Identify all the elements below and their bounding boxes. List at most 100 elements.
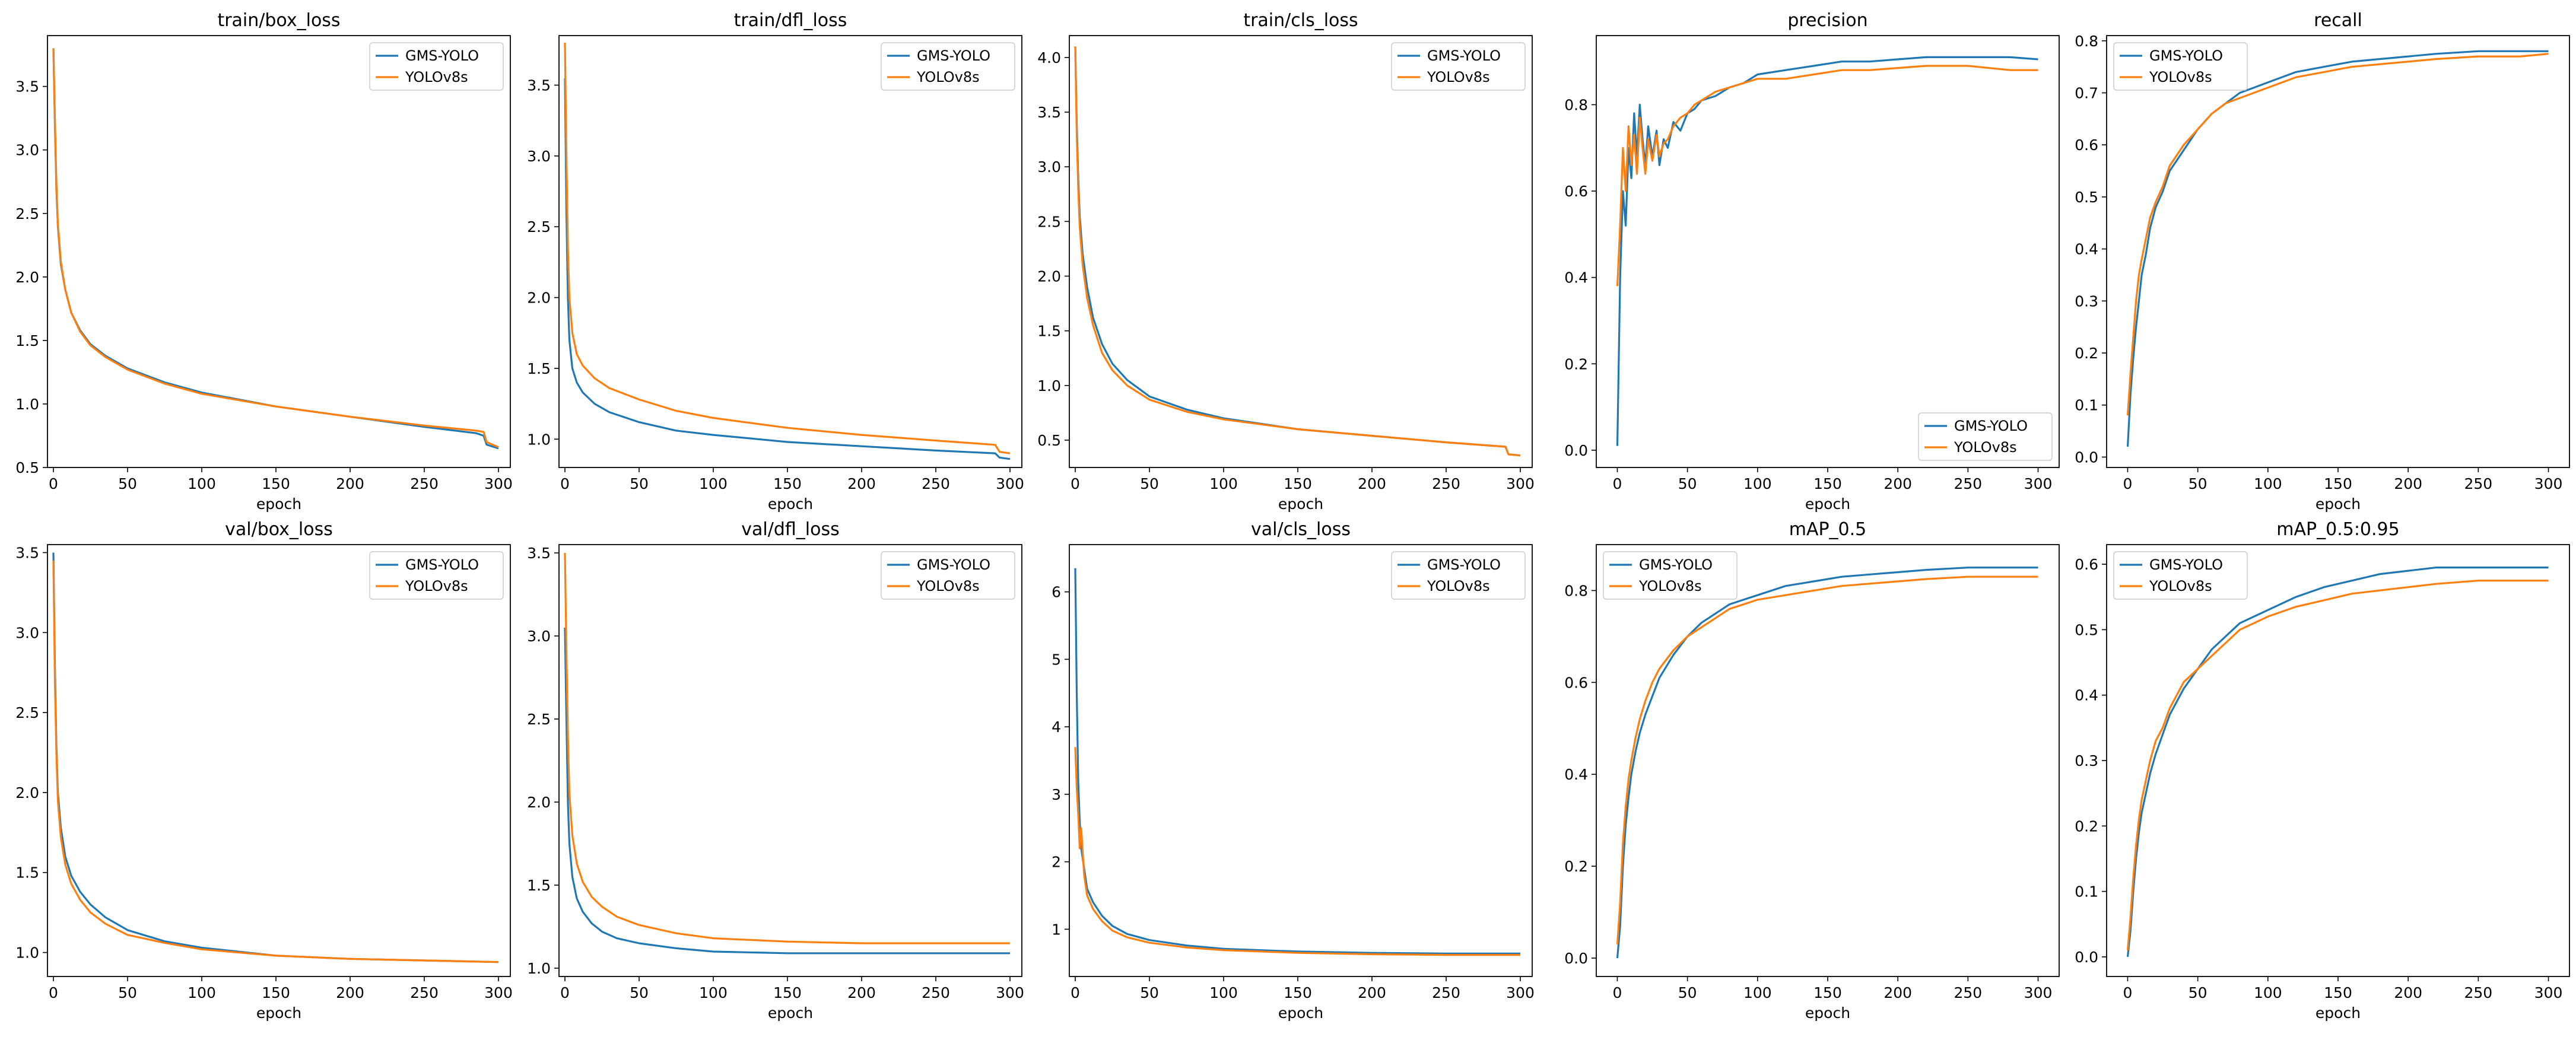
plot-frame	[2106, 35, 2570, 468]
x-axis-label: epoch	[1278, 495, 1323, 513]
y-tick-label: 2.5	[527, 218, 551, 236]
x-tick-label: 0	[2123, 475, 2133, 492]
x-tick-label: 250	[922, 475, 950, 492]
legend-label: YOLOv8s	[1954, 439, 2017, 456]
legend-label: YOLOv8s	[1427, 578, 1490, 594]
legend-box	[881, 42, 1015, 91]
x-tick-label: 100	[188, 984, 216, 1001]
plot-frame	[1069, 544, 1533, 977]
legend-box	[1391, 42, 1526, 91]
y-tick-label: 2.0	[15, 784, 39, 801]
y-tick-label: 0.2	[1564, 355, 1588, 373]
y-tick-label: 2.5	[527, 711, 551, 728]
subplot-5: recall 0 50 100 150 200 250 300 0.0 0.1 0.2 0.3 0.4 0…	[2075, 10, 2570, 513]
x-tick-label: 300	[2534, 984, 2563, 1001]
y-tick-label: 0.7	[2075, 84, 2098, 101]
legend: GMS-YOLO YOLOv8s	[881, 551, 1015, 600]
y-tick-label: 2	[1052, 854, 1061, 871]
x-tick-label: 100	[2254, 984, 2282, 1001]
y-tick-label: 1.5	[15, 332, 39, 349]
legend: GMS-YOLO YOLOv8s	[1918, 412, 2053, 461]
subplot-title: val/cls_loss	[1251, 519, 1351, 540]
x-tick-label: 100	[188, 475, 216, 492]
y-tick-label: 0.5	[2075, 189, 2098, 206]
series-line-gms-yolo	[2126, 567, 2549, 958]
x-tick-label: 0	[1613, 984, 1622, 1001]
y-tick-label: 3	[1052, 786, 1061, 803]
x-tick-label: 200	[336, 984, 364, 1001]
legend-box	[2113, 551, 2248, 600]
legend: GMS-YOLO YOLOv8s	[369, 42, 504, 91]
y-tick-label: 0.5	[1037, 432, 1061, 449]
x-tick-label: 150	[2324, 984, 2352, 1001]
subplot-title: recall	[2314, 10, 2362, 31]
y-tick-label: 0.2	[2075, 345, 2098, 362]
x-tick-label: 250	[410, 984, 439, 1001]
legend-label: GMS-YOLO	[1427, 47, 1501, 64]
series-line-yolov8s	[52, 48, 499, 448]
subplot-8: val/cls_loss 0 50 100 150 200 250 300 1 2 3 4 5 6 epoc…	[1052, 519, 1535, 1022]
x-tick-label: 100	[1209, 475, 1238, 492]
y-tick-label: 0.2	[1564, 858, 1588, 875]
legend: GMS-YOLO YOLOv8s	[2113, 551, 2248, 600]
x-tick-label: 0	[560, 984, 570, 1001]
x-tick-label: 200	[847, 984, 876, 1001]
y-tick-label: 0.6	[2075, 136, 2098, 154]
y-tick-label: 6	[1052, 584, 1061, 601]
y-tick-label: 0.0	[2075, 448, 2098, 466]
legend-label: YOLOv8s	[2149, 69, 2212, 85]
x-tick-label: 150	[1284, 984, 1312, 1001]
y-tick-label: 0.5	[15, 459, 39, 476]
y-tick-label: 1.0	[15, 944, 39, 962]
y-tick-label: 0.6	[1564, 674, 1588, 691]
series-line-yolov8s	[1074, 747, 1520, 956]
legend-label: GMS-YOLO	[2149, 47, 2223, 64]
x-tick-label: 150	[773, 475, 802, 492]
x-tick-label: 250	[1432, 984, 1460, 1001]
x-tick-label: 0	[49, 475, 58, 492]
x-tick-label: 200	[1358, 475, 1386, 492]
legend: GMS-YOLO YOLOv8s	[2113, 42, 2248, 91]
y-tick-label: 0.3	[2075, 292, 2098, 310]
x-tick-label: 300	[484, 984, 513, 1001]
x-tick-label: 150	[773, 984, 802, 1001]
x-axis-label: epoch	[768, 495, 813, 513]
x-tick-label: 200	[1358, 984, 1386, 1001]
x-tick-label: 50	[630, 475, 649, 492]
legend: GMS-YOLO YOLOv8s	[1603, 551, 1738, 600]
series-line-gms-yolo	[2126, 50, 2549, 447]
series-line-gms-yolo	[52, 552, 499, 963]
legend-label: YOLOv8s	[1427, 69, 1490, 85]
legend-label: GMS-YOLO	[1639, 556, 1713, 573]
x-tick-label: 300	[996, 475, 1024, 492]
legend-box	[2113, 42, 2248, 91]
x-tick-label: 250	[2464, 984, 2493, 1001]
series-line-gms-yolo	[564, 627, 1010, 955]
y-tick-label: 0.0	[1564, 950, 1588, 967]
plot-frame	[1596, 544, 2060, 977]
y-tick-label: 0.6	[1564, 183, 1588, 200]
x-tick-label: 50	[1140, 475, 1159, 492]
y-tick-label: 0.8	[1564, 96, 1588, 113]
y-tick-label: 3.5	[15, 544, 39, 561]
x-tick-label: 0	[2123, 984, 2133, 1001]
y-tick-label: 4	[1052, 718, 1061, 736]
legend-label: YOLOv8s	[405, 578, 468, 594]
y-tick-label: 3.5	[1037, 104, 1061, 121]
x-axis-label: epoch	[256, 1004, 301, 1022]
series-line-gms-yolo	[52, 48, 499, 450]
y-tick-label: 1.5	[1037, 323, 1061, 340]
y-tick-label: 2.5	[1037, 213, 1061, 230]
legend-label: GMS-YOLO	[1427, 556, 1501, 573]
x-tick-label: 100	[2254, 475, 2282, 492]
legend-label: YOLOv8s	[1638, 578, 1702, 594]
legend-label: YOLOv8s	[916, 578, 980, 594]
x-tick-label: 100	[699, 475, 728, 492]
legend: GMS-YOLO YOLOv8s	[1391, 42, 1526, 91]
y-tick-label: 0.6	[2075, 556, 2098, 573]
subplot-3: train/cls_loss 0 50 100 150 200 250 300 0.5 1.0 1.…	[1037, 10, 1535, 513]
legend-box	[881, 551, 1015, 600]
x-axis-label: epoch	[1805, 1004, 1850, 1022]
subplot-title: val/box_loss	[225, 519, 333, 540]
